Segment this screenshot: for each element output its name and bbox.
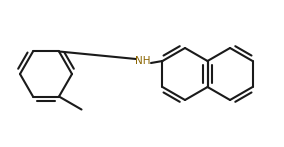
Text: NH: NH — [135, 56, 151, 66]
